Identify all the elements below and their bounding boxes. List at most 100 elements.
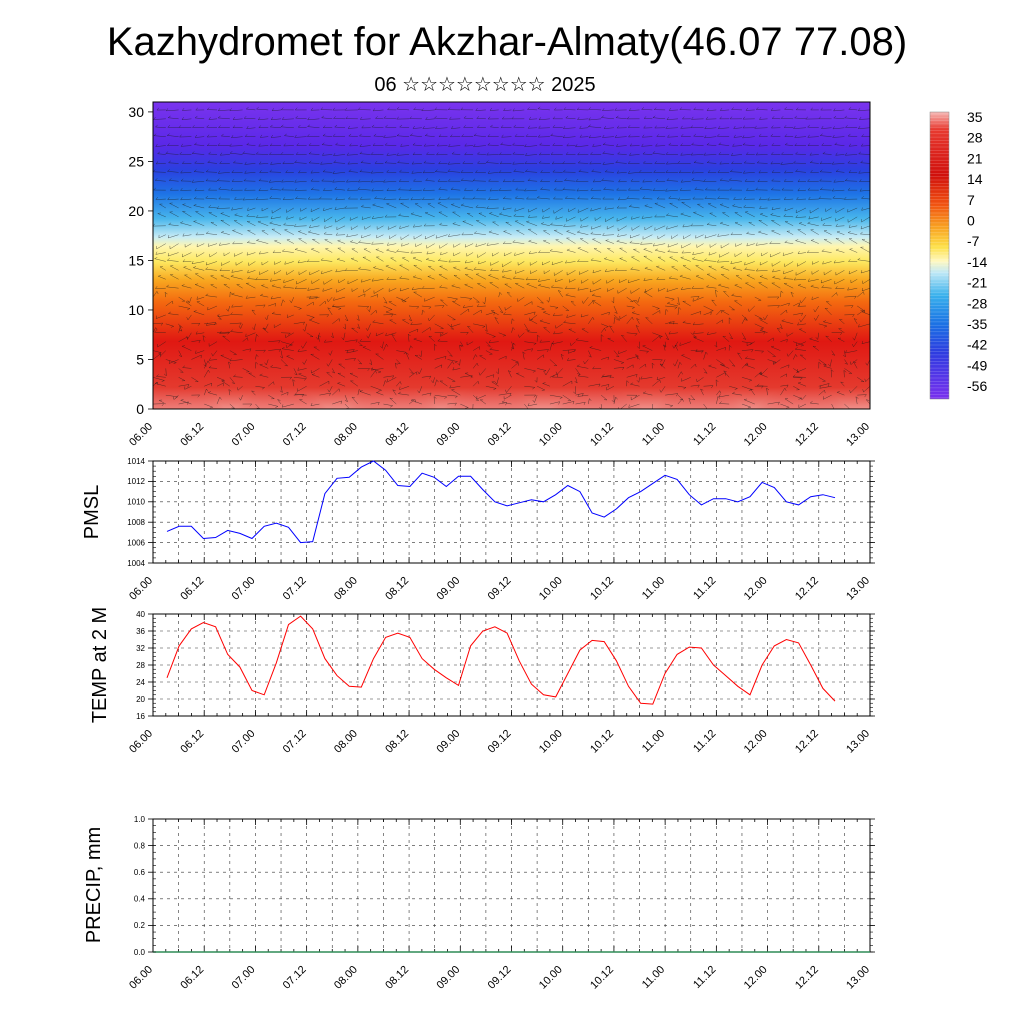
temp2m-x-tick-label: 07.00 xyxy=(230,728,258,756)
vertical-y-tick-label: 0 xyxy=(136,401,144,417)
colorbar-label: -42 xyxy=(967,337,987,353)
temp2m-x-tick-label: 08.00 xyxy=(332,728,360,756)
temp2m-x-tick-label: 09.12 xyxy=(486,728,514,756)
vertical-x-tick-label: 11.12 xyxy=(691,421,718,448)
colorbar-label: -28 xyxy=(967,295,987,311)
vertical-x-tick-label: 10.12 xyxy=(588,421,616,449)
temp2m-x-tick-label: 10.12 xyxy=(588,728,616,756)
temp2m-y-axis: 16 20 24 28 32 36 40 xyxy=(136,610,875,721)
precip-x-tick-label: 07.00 xyxy=(230,964,258,992)
temp2m-y-tick-label: 36 xyxy=(136,627,145,636)
temp2m-y-tick-label: 20 xyxy=(136,695,145,704)
precip-y-tick-label: 0.6 xyxy=(134,868,146,877)
pmsl-y-label: PMSL xyxy=(81,485,103,539)
colorbar-labels: 35 28 21 14 7 0 -7 -14 -21 -28 -35 -42 -49 -56 xyxy=(967,109,987,394)
pmsl-y-tick-label: 1004 xyxy=(127,559,145,568)
temp2m-x-tick-label: 12.00 xyxy=(742,728,770,756)
precip-x-tick-label: 11.00 xyxy=(640,964,667,991)
temp2m-x-tick-label: 07.12 xyxy=(281,728,309,756)
pmsl-y-tick-label: 1010 xyxy=(127,498,145,507)
temp2m-x-tick-label: 11.12 xyxy=(691,728,718,755)
pmsl-x-tick-label: 11.00 xyxy=(640,575,667,602)
temp2m-y-tick-label: 16 xyxy=(136,712,145,721)
vertical-y-tick-label: 15 xyxy=(128,252,144,268)
temp2m-x-tick-label: 09.00 xyxy=(434,728,462,756)
pmsl-y-tick-label: 1012 xyxy=(127,477,145,486)
pmsl-x-tick-label: 08.12 xyxy=(383,575,411,603)
chart-title: Kazhydromet for Akzhar-Almaty(46.07 77.0… xyxy=(107,20,907,64)
colorbar-label: 14 xyxy=(967,171,983,187)
wind-barb-field xyxy=(153,106,870,409)
vertical-x-axis: 06.00 06.12 07.00 07.12 08.00 08.12 09.00 09.12… xyxy=(127,421,872,449)
precip-y-tick-label: 1.0 xyxy=(134,815,146,824)
temp2m-x-tick-label: 13.00 xyxy=(844,728,872,756)
temp2m-x-tick-label: 06.00 xyxy=(127,728,155,756)
temp2m-y-tick-label: 24 xyxy=(136,678,145,687)
vertical-x-tick-label: 08.00 xyxy=(332,421,360,449)
temp2m-y-tick-label: 28 xyxy=(136,661,145,670)
temp2m-x-tick-label: 11.00 xyxy=(640,728,667,755)
vertical-y-axis: 0 5 10 15 20 25 30 xyxy=(128,104,153,417)
colorbar-label: -49 xyxy=(967,357,987,373)
precip-y-tick-label: 0.2 xyxy=(134,921,146,930)
colorbar-label: 0 xyxy=(967,213,975,229)
precip-x-tick-label: 06.12 xyxy=(178,964,206,992)
pmsl-x-tick-label: 13.00 xyxy=(844,575,872,603)
temp2m-x-tick-label: 08.12 xyxy=(383,728,411,756)
vertical-x-tick-label: 09.12 xyxy=(486,421,514,449)
temp2m-y-label: TEMP at 2 M xyxy=(89,607,111,723)
vertical-y-tick-label: 30 xyxy=(128,104,144,120)
vertical-x-tick-label: 06.12 xyxy=(178,421,206,449)
colorbar-label: 28 xyxy=(967,130,983,146)
precip-y-tick-label: 0.0 xyxy=(134,948,146,957)
precip-x-axis: 06.00 06.12 07.00 07.12 08.00 08.12 09.00 09.12… xyxy=(127,964,872,992)
pmsl-x-tick-label: 07.00 xyxy=(230,575,258,603)
pmsl-y-tick-label: 1006 xyxy=(127,538,145,547)
colorbar: 35 28 21 14 7 0 -7 -14 -21 -28 -35 -42 -49 -56 xyxy=(929,109,987,400)
vertical-x-tick-label: 11.00 xyxy=(640,421,667,448)
precip-x-tick-label: 09.00 xyxy=(434,964,462,992)
pmsl-x-axis: 06.00 06.12 07.00 07.12 08.00 08.12 09.00 09.12… xyxy=(127,575,872,603)
pmsl-y-tick-label: 1014 xyxy=(127,457,145,466)
precip-x-tick-label: 06.00 xyxy=(127,964,155,992)
colorbar-label: -56 xyxy=(967,378,987,394)
vertical-x-tick-label: 07.12 xyxy=(281,421,309,449)
pmsl-series-line xyxy=(166,460,836,544)
chart-subtitle: 06 ☆☆☆☆☆☆☆☆ 2025 xyxy=(374,74,595,96)
temp2m-x-tick-label: 10.00 xyxy=(537,728,565,756)
colorbar-label: -35 xyxy=(967,316,987,332)
vertical-x-tick-label: 07.00 xyxy=(230,421,258,449)
temp2m-panel: 16 20 24 28 32 36 40 06.00 06.12 07.00 07.12 08.00… xyxy=(89,607,875,756)
pmsl-grid xyxy=(152,461,871,563)
pmsl-y-tick-label: 1008 xyxy=(127,518,145,527)
pmsl-x-tick-label: 10.12 xyxy=(588,575,616,603)
pmsl-panel: 1004 1006 1008 1010 1012 1014 06.00 06.12 07.00… xyxy=(81,457,875,603)
temp2m-series-line xyxy=(166,615,836,705)
precip-x-tick-label: 13.00 xyxy=(844,964,872,992)
precip-x-tick-label: 09.12 xyxy=(486,964,514,992)
pmsl-x-tick-label: 09.12 xyxy=(486,575,514,603)
colorbar-label: -7 xyxy=(967,233,980,249)
precip-x-tick-label: 08.00 xyxy=(332,964,360,992)
vertical-y-tick-label: 20 xyxy=(128,203,144,219)
precip-y-label: PRECIP, mm xyxy=(83,827,105,943)
vertical-x-tick-label: 12.00 xyxy=(742,421,770,449)
precip-x-tick-label: 08.12 xyxy=(383,964,411,992)
pmsl-y-axis: 1004 1006 1008 1010 1012 1014 xyxy=(127,457,875,568)
colorbar-label: 35 xyxy=(967,109,983,125)
pmsl-x-tick-label: 06.12 xyxy=(178,575,206,603)
precip-x-tick-label: 07.12 xyxy=(281,964,309,992)
precip-grid xyxy=(152,819,871,952)
vertical-x-tick-label: 13.00 xyxy=(844,421,872,449)
precip-y-axis: 0.0 0.2 0.4 0.6 0.8 1.0 xyxy=(134,815,875,957)
vertical-section-panel: 0 5 10 15 20 25 30 06.00 06.12 07.00 07.12 08.00 08… xyxy=(127,101,872,449)
colorbar-label: 21 xyxy=(967,150,983,166)
precip-x-tick-label: 12.12 xyxy=(793,964,821,992)
vertical-x-tick-label: 09.00 xyxy=(434,421,462,449)
vertical-x-tick-label: 08.12 xyxy=(383,421,411,449)
vertical-x-tick-label: 10.00 xyxy=(537,421,565,449)
vertical-x-tick-label: 06.00 xyxy=(127,421,155,449)
vertical-y-tick-label: 10 xyxy=(128,302,144,318)
pmsl-x-tick-label: 08.00 xyxy=(332,575,360,603)
